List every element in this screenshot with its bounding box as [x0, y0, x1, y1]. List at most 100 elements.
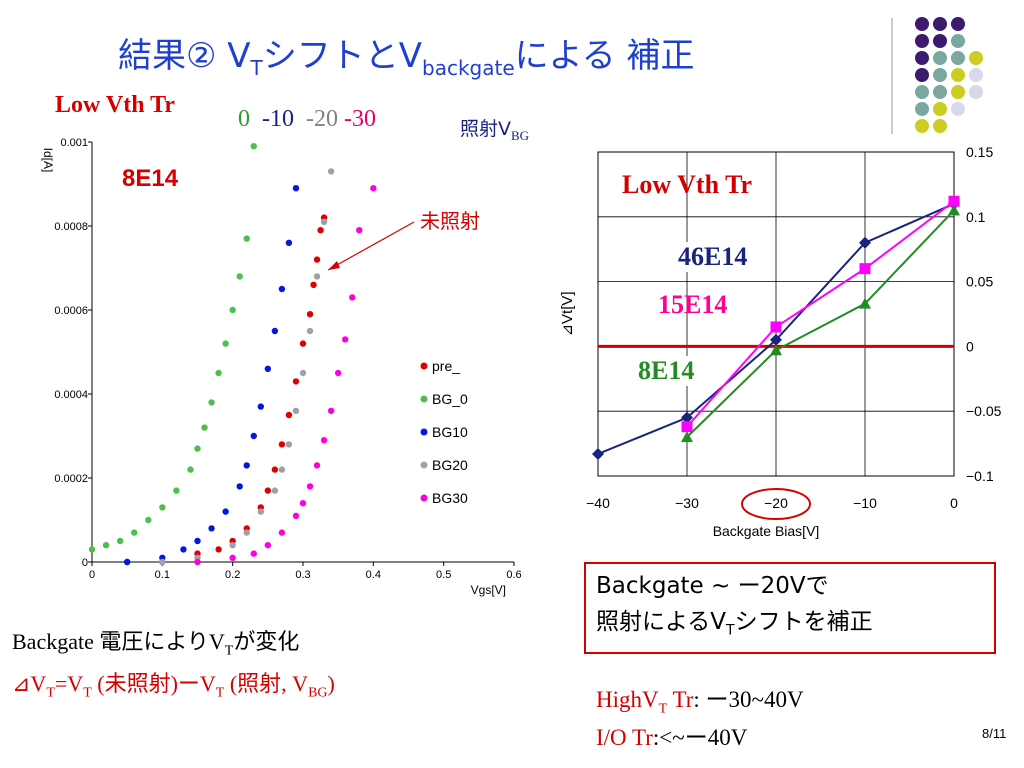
data-point-BG_0 [236, 273, 243, 280]
br-line2-value: :<~ー40V [652, 725, 748, 750]
x-tick-label: 0.6 [506, 569, 521, 581]
bl-line1-b: が変化 [233, 629, 300, 654]
y-tick-label: 0.05 [966, 274, 993, 290]
x-axis-label: Backgate Bias[V] [713, 523, 820, 539]
decor-dot [915, 68, 929, 82]
data-point-BG_0 [243, 235, 250, 242]
decor-dot [933, 85, 947, 99]
bottom-right-line-1: HighVT Tr: ー30~40V [596, 680, 804, 718]
x-tick-label: 0 [89, 569, 95, 581]
legend-label: BG_0 [432, 391, 468, 407]
br-line1-label2: Tr [667, 687, 694, 712]
data-point-BG10 [271, 327, 279, 335]
data-point-BG10 [243, 462, 250, 469]
data-point-BG30 [334, 369, 342, 377]
irradiation-sub: BG [511, 127, 530, 143]
page-number: 8/11 [982, 726, 1007, 741]
data-point-BG30 [278, 529, 286, 536]
data-point-BG30 [370, 185, 377, 192]
legend-label: BG10 [432, 424, 468, 440]
bl-line1-a: Backgate 電圧によりV [12, 629, 225, 654]
y-axis-label: ⊿Vt[V] [559, 291, 576, 336]
data-point-BG20 [271, 487, 279, 494]
slide-title: 結果② VTシフトとVbackgateによる 補正 [118, 28, 694, 80]
dose-8-label: 8E14 [634, 356, 699, 386]
bl-line2-d: (照射, V [224, 671, 309, 696]
data-point-BG30 [194, 558, 201, 566]
decor-dot [915, 17, 929, 31]
data-point-BG20 [320, 218, 328, 225]
unirradiated-annotation: 未照射 [420, 210, 480, 233]
data-point-pre_ [310, 281, 317, 288]
data-point-BG10 [236, 483, 243, 490]
data-point-pre_ [292, 378, 300, 385]
data-point-pre_ [278, 441, 286, 448]
legend-marker [420, 428, 428, 436]
data-point-BG20 [292, 407, 300, 414]
data-point-BG_0 [215, 369, 222, 377]
br-line1-sub: T [658, 701, 668, 717]
data-point-pre_ [264, 487, 272, 494]
bottom-left-line-1: Backgate 電圧によりVTが変化 [12, 624, 299, 659]
legend-marker [420, 461, 428, 469]
data-point-BG_0 [116, 537, 124, 545]
data-point-pre_ [285, 411, 293, 419]
data-point-BG10 [250, 432, 257, 440]
decor-dot [933, 34, 947, 48]
dvt-backgate-chart: −40 −30 −20 −10 0 −0.1 −0.05 0 0.05 0.1 0.15 Backga… [559, 144, 1002, 539]
data-point-BG_0 [88, 546, 96, 553]
decor-dot [969, 68, 983, 82]
y-tick-label: 0.1 [966, 209, 986, 225]
data-point-BG30 [349, 294, 356, 301]
data-point-BG20 [159, 558, 166, 566]
data-point-BG30 [320, 437, 328, 444]
data-point-BG_0 [187, 466, 194, 473]
legend-label: BG20 [432, 457, 468, 473]
data-point-pre_ [215, 546, 222, 553]
decor-dot [915, 102, 929, 116]
conclusion-line-2a: 照射によるV [596, 609, 727, 635]
x-tick-label: 0.1 [155, 569, 170, 581]
annotation-arrow-head [328, 261, 340, 270]
data-point-pre_ [317, 227, 324, 234]
data-point-BG30 [342, 336, 349, 343]
data-point-46E14 [859, 236, 871, 249]
data-point-BG30 [250, 550, 257, 557]
data-point-BG30 [292, 512, 300, 519]
title-end: による 補正 [514, 36, 695, 76]
decor-dot [969, 85, 983, 99]
y-tick-label: 0.0004 [54, 389, 88, 401]
data-point-8E14 [681, 431, 693, 443]
bl-line2-sub3: T [215, 685, 225, 701]
dose-46-label: 46E14 [674, 242, 752, 272]
y-axis-label: Id[A] [41, 148, 55, 173]
x-tick-label: −20 [764, 495, 788, 511]
data-point-BG20 [327, 168, 335, 175]
dose-15-label: 15E14 [658, 290, 728, 319]
series-line-15E14 [686, 200, 955, 428]
br-line1-label: HighV [596, 687, 659, 712]
x-tick-label: 0.3 [295, 569, 310, 581]
y-tick-label: −0.05 [966, 403, 1002, 419]
decor-dot [951, 34, 965, 48]
decor-dot [951, 85, 965, 99]
legend-marker [420, 395, 428, 403]
title-main: 結果② V [118, 36, 251, 76]
bl-line2-a: ⊿V [12, 671, 47, 696]
decor-dot [915, 34, 929, 48]
data-point-46E14 [592, 447, 604, 460]
data-point-pre_ [299, 340, 307, 347]
data-point-BG30 [306, 483, 314, 490]
dvt-backgate-plot: −40 −30 −20 −10 0 −0.1 −0.05 0 0.05 0.1 0.15 Backga… [559, 144, 1002, 539]
decor-dot [933, 68, 947, 82]
y-tick-label: 0 [966, 338, 974, 354]
y-tick-label: 0 [82, 557, 88, 569]
data-point-pre_ [313, 256, 321, 263]
decor-dot [933, 51, 947, 65]
data-point-BG30 [356, 227, 363, 234]
data-point-BG10 [123, 558, 131, 566]
data-point-15E14 [681, 421, 693, 433]
title-mid: シフトとV [262, 36, 423, 76]
data-point-46E14 [681, 411, 693, 424]
data-point-BG30 [313, 462, 321, 469]
